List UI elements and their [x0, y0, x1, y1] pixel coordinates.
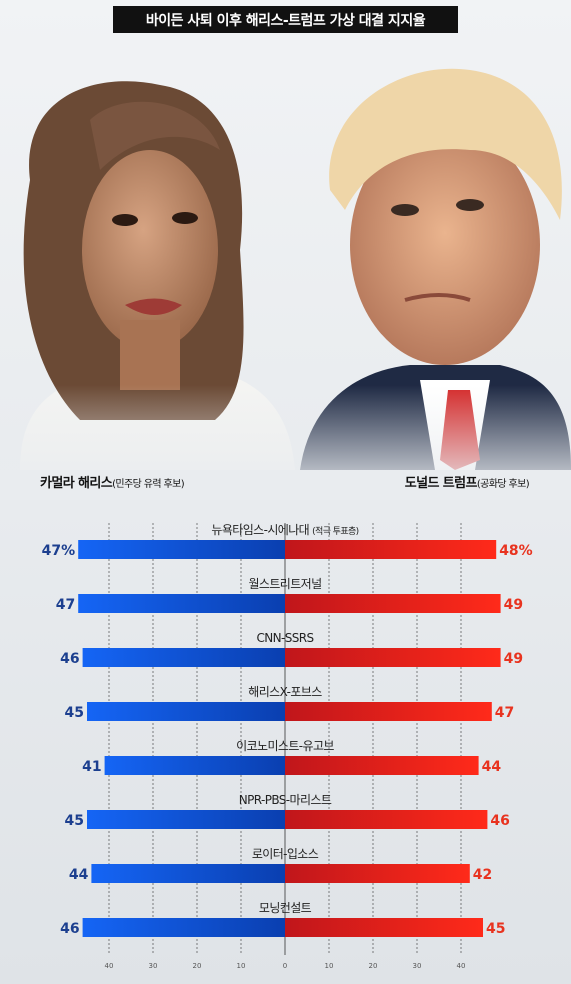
poll-name-label: 해리스X-포브스 — [248, 685, 322, 699]
trump-bar — [285, 756, 479, 775]
poll-name-label: CNN-SSRS — [256, 631, 313, 645]
trump-name: 도널드 트럼프 — [404, 476, 478, 491]
harris-name: 카멀라 해리스 — [40, 476, 113, 491]
trump-bar — [285, 864, 470, 883]
poll-name-label: 로이터-입소스 — [252, 847, 319, 861]
x-tick-label: 20 — [369, 962, 378, 970]
harris-value-label: 47 — [56, 597, 75, 613]
harris-value-label: 45 — [65, 813, 84, 829]
trump-bar — [285, 594, 501, 613]
harris-value-label: 47% — [42, 543, 76, 559]
harris-value-label: 44 — [69, 867, 89, 883]
trump-party-note: (공화당 후보) — [476, 479, 530, 490]
poll-name-label: 뉴욕타임스-시에나대 (적극 투표층) — [211, 523, 358, 537]
poll-name-label: NPR-PBS-마리스트 — [239, 793, 332, 807]
harris-bar — [82, 918, 285, 937]
harris-bar — [78, 594, 285, 613]
trump-label: 도널드 트럼프(공화당 후보) — [404, 472, 530, 491]
harris-value-label: 41 — [82, 759, 101, 775]
x-tick-label: 10 — [237, 962, 246, 970]
trump-bar — [285, 648, 501, 667]
harris-bar — [78, 540, 285, 559]
harris-value-label: 46 — [60, 651, 79, 667]
harris-value-label: 46 — [60, 921, 79, 937]
trump-value-label: 46 — [490, 813, 509, 829]
poll-name-label: 월스트리트저널 — [248, 577, 321, 591]
x-tick-label: 40 — [457, 962, 466, 970]
trump-value-label: 44 — [482, 759, 502, 775]
trump-bar — [285, 702, 492, 721]
trump-value-label: 47 — [495, 705, 514, 721]
harris-party-note: (민주당 유력 후보) — [112, 479, 185, 490]
trump-value-label: 49 — [504, 651, 523, 667]
trump-bar — [285, 540, 497, 559]
candidate-portraits — [0, 40, 571, 500]
x-tick-label: 20 — [193, 962, 202, 970]
trump-bar — [285, 810, 488, 829]
harris-bar — [82, 648, 285, 667]
trump-value-label: 42 — [473, 867, 492, 883]
harris-bar — [87, 810, 285, 829]
harris-value-label: 45 — [65, 705, 84, 721]
poll-name-label: 모닝컨설트 — [259, 901, 312, 915]
trump-bar — [285, 918, 483, 937]
chart-title: 바이든 사퇴 이후 해리스-트럼프 가상 대결 지지율 — [113, 6, 458, 33]
x-tick-label: 10 — [325, 962, 334, 970]
x-tick-label: 30 — [413, 962, 422, 970]
harris-bar — [87, 702, 285, 721]
harris-bar — [104, 756, 285, 775]
poll-chart: 뉴욕타임스-시에나대 (적극 투표층) 47% 48% 월스트리트저널 47 49 CNN-S… — [42, 523, 533, 970]
trump-value-label: 49 — [504, 597, 523, 613]
harris-label: 카멀라 해리스(민주당 유력 후보) — [40, 472, 185, 491]
trump-value-label: 48% — [499, 543, 533, 559]
chart-bars: 뉴욕타임스-시에나대 (적극 투표층) 47% 48% 월스트리트저널 47 49 CNN-S… — [42, 523, 533, 937]
x-tick-label: 40 — [105, 962, 114, 970]
x-tick-label: 0 — [283, 962, 287, 970]
poll-name-label: 이코노미스트-유고브 — [236, 739, 334, 753]
x-tick-label: 30 — [149, 962, 158, 970]
harris-bar — [91, 864, 286, 883]
trump-value-label: 45 — [486, 921, 505, 937]
x-axis-ticks: 40 30 20 10 0 10 20 30 40 — [105, 962, 466, 970]
